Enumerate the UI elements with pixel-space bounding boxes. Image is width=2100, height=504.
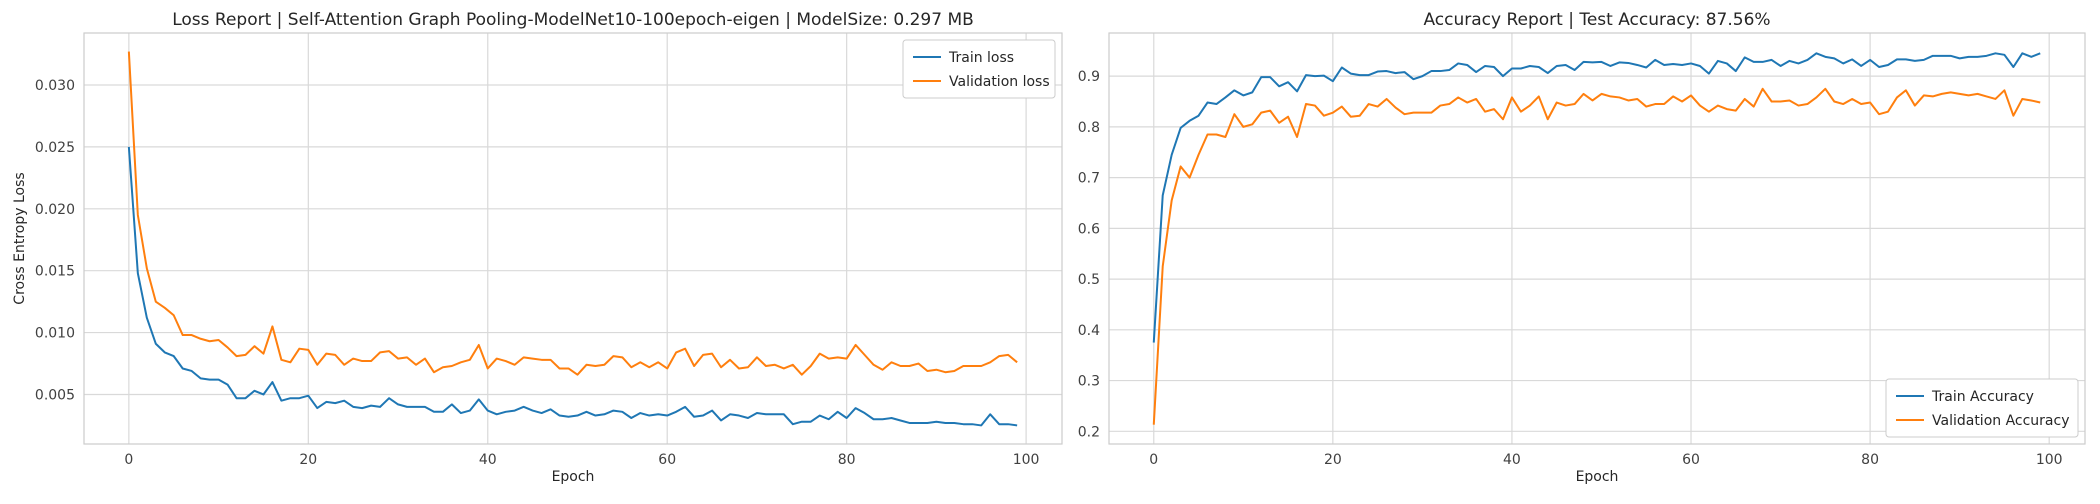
accuracy-series-line-train <box>1152 52 2041 343</box>
loss-chart-panel: 0 20 40 60 80 100 0.005 0.010 0.015 0.020 0.025 0.0… <box>12 10 1063 485</box>
loss-y-tick-label: 0.030 <box>35 78 75 94</box>
loss-legend: Train loss Validation loss <box>902 39 1056 99</box>
accuracy-x-tick-label: 60 <box>1682 452 1700 468</box>
accuracy-legend-box <box>1885 378 2079 438</box>
accuracy-y-tick-label: 0.4 <box>1078 323 1100 339</box>
accuracy-y-tick-label: 0.8 <box>1078 120 1100 136</box>
loss-x-tick-label: 20 <box>299 452 317 468</box>
loss-plot-frame <box>83 32 1063 445</box>
accuracy-x-tick-label: 40 <box>1503 452 1521 468</box>
accuracy-x-axis-label: Epoch <box>1576 469 1619 485</box>
loss-y-tick-label: 0.005 <box>35 387 75 403</box>
loss-series-line-train <box>127 146 1018 427</box>
loss-y-tick-label: 0.010 <box>35 326 75 342</box>
accuracy-y-tick-label: 0.2 <box>1078 424 1100 440</box>
loss-chart-title: Loss Report | Self-Attention Graph Pooli… <box>172 10 974 30</box>
loss-legend-label: Validation loss <box>949 74 1050 90</box>
accuracy-y-tick-label: 0.5 <box>1078 272 1100 288</box>
loss-x-tick-label: 100 <box>1013 452 1040 468</box>
loss-x-axis-label: Epoch <box>552 469 595 485</box>
accuracy-y-tick-label: 0.3 <box>1078 374 1100 390</box>
accuracy-series-line-validation <box>1152 87 2041 425</box>
accuracy-chart-panel: 0 20 40 60 80 100 0.2 0.3 0.4 0.5 0.6 0.7 0.8 0.9 Accu… <box>1078 10 2086 485</box>
accuracy-legend: Train Accuracy Validation Accuracy <box>1885 378 2079 438</box>
loss-series-line-validation <box>127 51 1018 376</box>
accuracy-plot-frame <box>1108 32 2086 445</box>
loss-x-tick-label: 80 <box>838 452 856 468</box>
accuracy-chart-title: Accuracy Report | Test Accuracy: 87.56% <box>1423 10 1770 30</box>
loss-x-tick-label: 60 <box>658 452 676 468</box>
loss-legend-box <box>902 39 1056 99</box>
loss-legend-label: Train loss <box>948 50 1014 66</box>
loss-x-tick-label: 0 <box>124 452 133 468</box>
accuracy-x-tick-label: 20 <box>1324 452 1342 468</box>
accuracy-legend-label: Validation Accuracy <box>1932 413 2070 429</box>
accuracy-y-tick-label: 0.7 <box>1078 171 1100 187</box>
accuracy-x-tick-label: 0 <box>1149 452 1158 468</box>
accuracy-legend-label: Train Accuracy <box>1931 389 2034 405</box>
accuracy-x-tick-label: 80 <box>1861 452 1879 468</box>
loss-x-tick-label: 40 <box>479 452 497 468</box>
accuracy-x-tick-label: 100 <box>2036 452 2063 468</box>
loss-y-axis-label: Cross Entropy Loss <box>12 172 28 304</box>
loss-y-tick-label: 0.020 <box>35 202 75 218</box>
accuracy-y-tick-label: 0.6 <box>1078 221 1100 237</box>
loss-y-tick-label: 0.015 <box>35 264 75 280</box>
loss-y-tick-label: 0.025 <box>35 140 75 156</box>
accuracy-y-tick-label: 0.9 <box>1078 69 1100 85</box>
